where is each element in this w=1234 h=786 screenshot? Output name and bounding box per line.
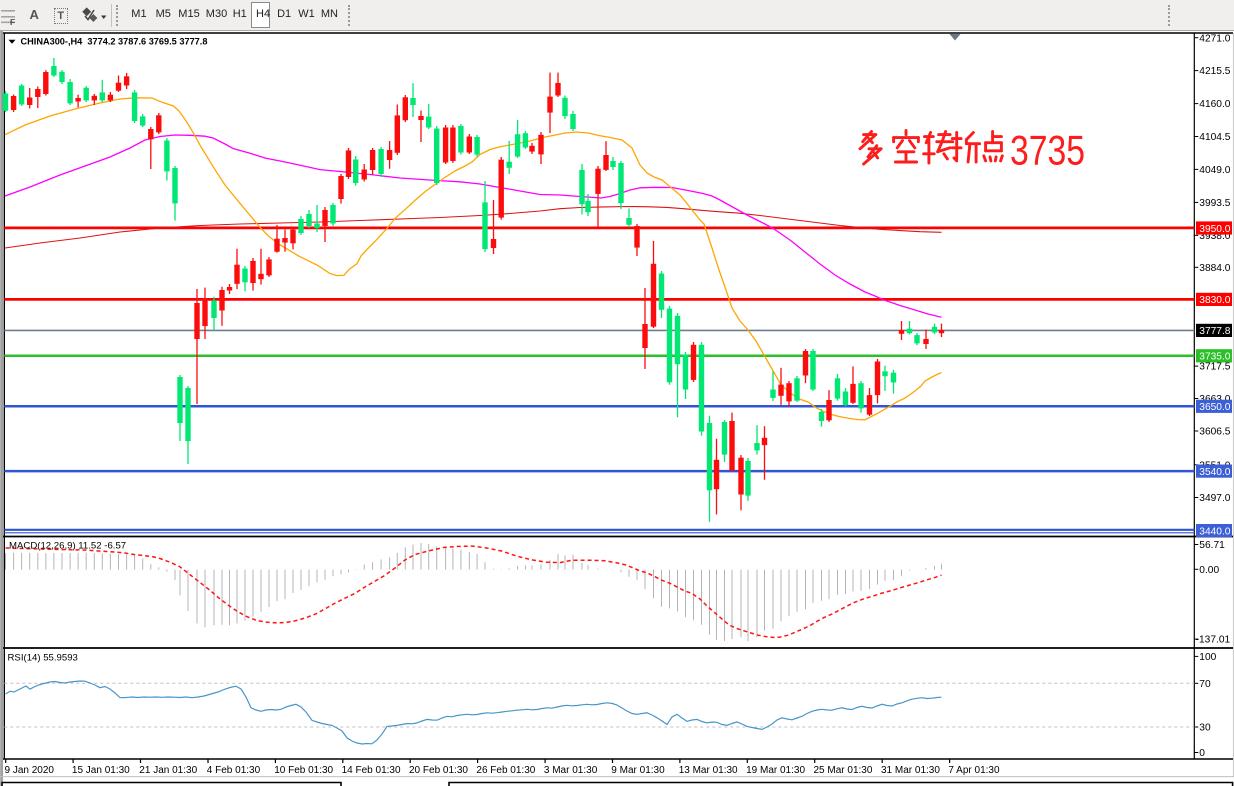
svg-text:RSI(14) 55.9593: RSI(14) 55.9593: [8, 653, 78, 664]
svg-text:21 Jan 01:30: 21 Jan 01:30: [139, 765, 197, 776]
svg-text:3497.0: 3497.0: [1199, 493, 1230, 504]
svg-text:CHINA300-,H4 3774.2 3787.6 37: CHINA300-,H4 3774.2 3787.6 3769.5 3777.8: [21, 37, 208, 47]
svg-text:4215.5: 4215.5: [1199, 66, 1230, 77]
svg-text:4271.0: 4271.0: [1199, 33, 1230, 44]
svg-text:3777.8: 3777.8: [1199, 326, 1230, 337]
svg-text:3938.0: 3938.0: [1199, 231, 1230, 242]
svg-text:3 Mar 01:30: 3 Mar 01:30: [544, 765, 598, 776]
svg-text:19 Mar 01:30: 19 Mar 01:30: [746, 765, 805, 776]
svg-text:3735: 3735: [1010, 126, 1085, 173]
svg-text:MACD(12,26,9) 11.52 -6.57: MACD(12,26,9) 11.52 -6.57: [9, 540, 126, 551]
svg-text:0: 0: [1199, 748, 1205, 759]
svg-text:30: 30: [1199, 723, 1211, 734]
svg-text:0.00: 0.00: [1199, 565, 1219, 576]
svg-text:4 Feb 01:30: 4 Feb 01:30: [207, 765, 261, 776]
svg-text:4049.0: 4049.0: [1199, 165, 1230, 176]
svg-text:3735.0: 3735.0: [1199, 352, 1230, 363]
svg-text:3830.0: 3830.0: [1199, 295, 1230, 306]
svg-text:-137.01: -137.01: [1196, 635, 1231, 646]
svg-text:4160.0: 4160.0: [1199, 99, 1230, 110]
svg-text:3663.0: 3663.0: [1199, 394, 1230, 405]
svg-text:3650.0: 3650.0: [1199, 402, 1230, 413]
svg-text:3540.0: 3540.0: [1199, 467, 1230, 478]
svg-text:4104.5: 4104.5: [1199, 132, 1230, 143]
svg-text:31 Mar 01:30: 31 Mar 01:30: [881, 765, 940, 776]
svg-text:3950.0: 3950.0: [1199, 224, 1230, 235]
svg-text:10 Feb 01:30: 10 Feb 01:30: [274, 765, 333, 776]
svg-text:14 Feb 01:30: 14 Feb 01:30: [342, 765, 401, 776]
svg-text:7 Apr 01:30: 7 Apr 01:30: [948, 765, 1000, 776]
svg-text:56.71: 56.71: [1199, 540, 1225, 551]
svg-text:3440.0: 3440.0: [1199, 526, 1230, 537]
svg-text:F: F: [10, 17, 15, 27]
svg-text:3884.0: 3884.0: [1199, 263, 1230, 274]
svg-text:70: 70: [1199, 679, 1211, 690]
svg-text:26 Feb 01:30: 26 Feb 01:30: [476, 765, 535, 776]
svg-text:20 Feb 01:30: 20 Feb 01:30: [409, 765, 468, 776]
svg-text:100: 100: [1199, 652, 1216, 663]
svg-text:3606.5: 3606.5: [1199, 427, 1230, 438]
svg-text:25 Mar 01:30: 25 Mar 01:30: [814, 765, 873, 776]
svg-text:15 Jan 01:30: 15 Jan 01:30: [72, 765, 130, 776]
svg-text:3993.5: 3993.5: [1199, 198, 1230, 209]
svg-text:13 Mar 01:30: 13 Mar 01:30: [679, 765, 738, 776]
svg-text:9 Jan 2020: 9 Jan 2020: [5, 765, 55, 776]
svg-text:3717.5: 3717.5: [1199, 362, 1230, 373]
svg-text:9 Mar 01:30: 9 Mar 01:30: [611, 765, 665, 776]
